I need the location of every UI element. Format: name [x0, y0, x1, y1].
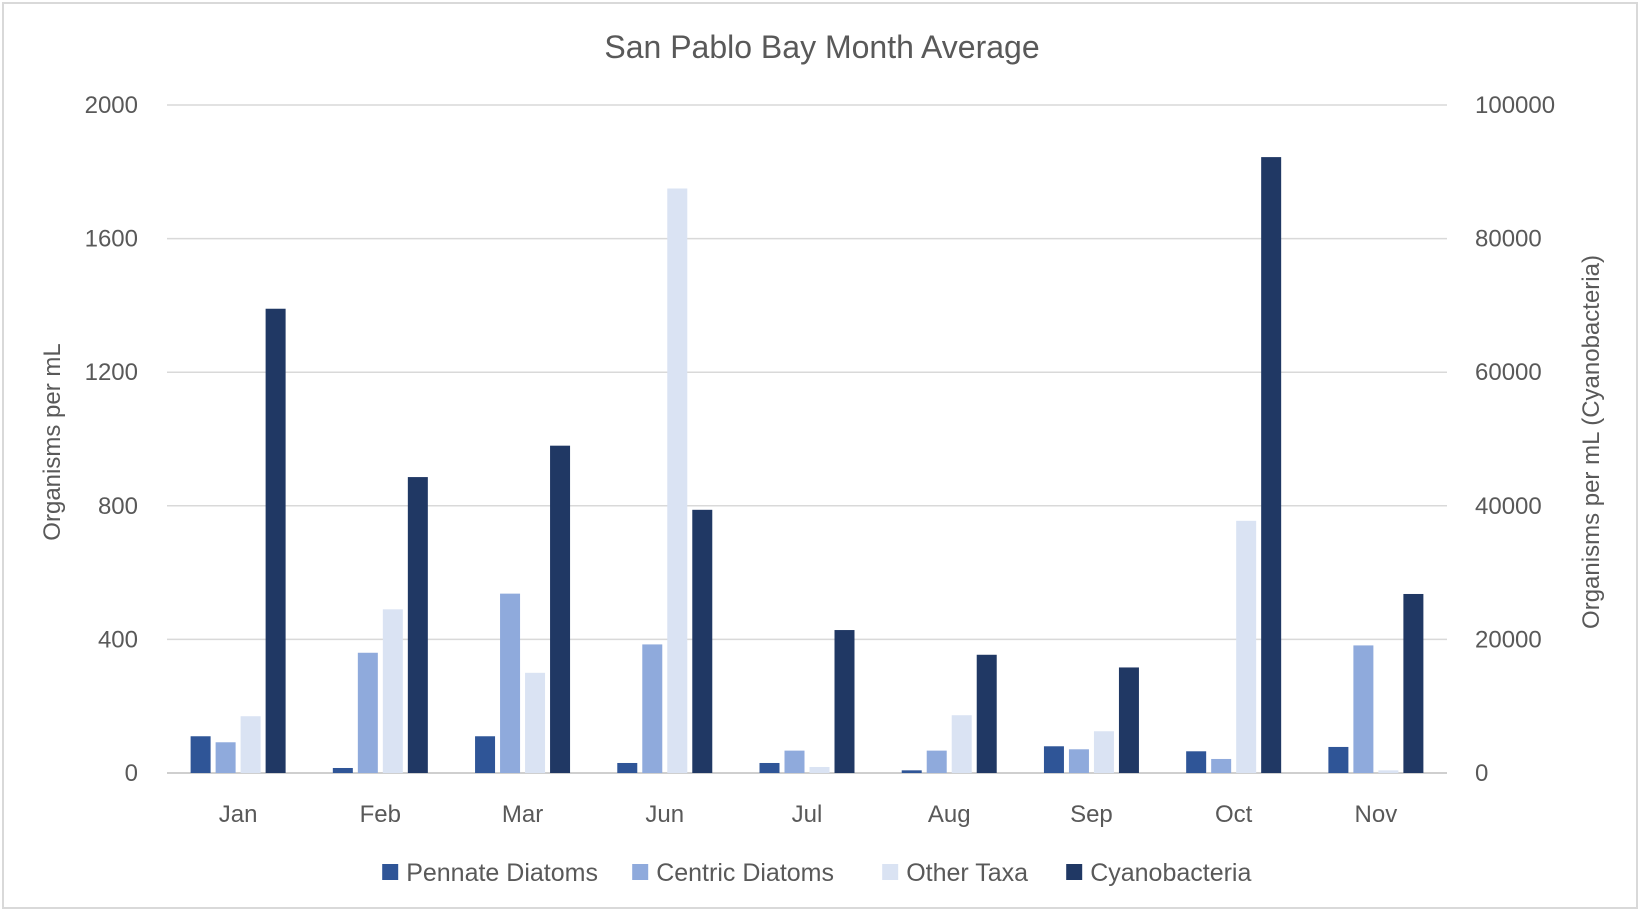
- legend-swatch: [382, 864, 399, 880]
- bar-centric-diatoms: [1211, 758, 1232, 773]
- bar-centric-diatoms: [926, 750, 947, 773]
- legend-swatch: [882, 864, 899, 880]
- bar-centric-diatoms: [1353, 645, 1374, 773]
- y-tick-label: 2000: [85, 92, 138, 119]
- y-tick-label: 1200: [85, 359, 138, 386]
- x-tick-label: Aug: [928, 801, 971, 828]
- bar-other-taxa: [951, 715, 972, 773]
- tick-labels: 0400800120016002000020000400006000080000…: [85, 92, 1555, 828]
- bar-other-taxa: [667, 188, 688, 773]
- y-tick-label: 400: [98, 626, 138, 653]
- bar-cyanobacteria: [265, 308, 286, 773]
- bar-other-taxa: [240, 716, 261, 773]
- bar-pennate-diatoms: [759, 762, 780, 773]
- bars: [190, 157, 1424, 773]
- bar-pennate-diatoms: [1186, 751, 1207, 773]
- y2-tick-label: 0: [1475, 760, 1488, 787]
- y2-tick-label: 40000: [1475, 493, 1542, 520]
- bar-centric-diatoms: [642, 644, 663, 773]
- bar-centric-diatoms: [215, 742, 236, 773]
- bar-pennate-diatoms: [475, 736, 496, 773]
- y2-tick-label: 100000: [1475, 92, 1555, 119]
- y-tick-label: 0: [125, 760, 138, 787]
- gridlines: [167, 104, 1447, 774]
- bar-other-taxa: [525, 672, 546, 773]
- x-tick-label: Nov: [1355, 801, 1398, 828]
- bar-pennate-diatoms: [1328, 746, 1349, 773]
- y-tick-label: 800: [98, 493, 138, 520]
- y-tick-label: 1600: [85, 226, 138, 253]
- bar-centric-diatoms: [500, 593, 521, 773]
- legend-label: Pennate Diatoms: [406, 859, 598, 887]
- bar-other-taxa: [809, 766, 830, 773]
- x-tick-label: Feb: [360, 801, 401, 828]
- bar-cyanobacteria: [1403, 593, 1424, 773]
- bar-pennate-diatoms: [901, 770, 922, 773]
- bar-pennate-diatoms: [332, 767, 353, 773]
- bar-other-taxa: [1236, 520, 1257, 773]
- bar-centric-diatoms: [1068, 749, 1089, 773]
- bar-cyanobacteria: [1118, 667, 1139, 773]
- legend: Pennate Diatoms Centric Diatoms Other Taxa…: [382, 859, 1252, 887]
- y2-axis-label: Organisms per mL (Cyanobacteria): [1578, 255, 1605, 629]
- y2-tick-label: 60000: [1475, 359, 1542, 386]
- y2-tick-label: 20000: [1475, 626, 1542, 653]
- x-tick-label: Jul: [792, 801, 823, 828]
- legend-label: Centric Diatoms: [656, 859, 834, 887]
- bar-cyanobacteria: [550, 445, 571, 773]
- bar-other-taxa: [382, 609, 403, 773]
- x-tick-label: Jun: [645, 801, 684, 828]
- legend-label: Other Taxa: [906, 859, 1028, 887]
- bar-other-taxa: [1093, 731, 1114, 773]
- legend-swatch: [632, 864, 649, 880]
- bar-pennate-diatoms: [190, 736, 211, 773]
- bar-pennate-diatoms: [617, 762, 638, 773]
- bar-cyanobacteria: [1261, 157, 1282, 773]
- chart-title: San Pablo Bay Month Average: [604, 29, 1039, 65]
- y2-tick-label: 80000: [1475, 226, 1542, 253]
- x-tick-label: Mar: [502, 801, 543, 828]
- bar-other-taxa: [1378, 770, 1399, 773]
- bar-cyanobacteria: [976, 654, 997, 773]
- bar-cyanobacteria: [692, 509, 713, 773]
- legend-label: Cyanobacteria: [1090, 859, 1251, 887]
- legend-swatch: [1066, 864, 1083, 880]
- y-axis-label: Organisms per mL: [39, 343, 66, 540]
- bar-cyanobacteria: [834, 630, 855, 773]
- bar-centric-diatoms: [784, 750, 805, 773]
- x-tick-label: Oct: [1215, 801, 1253, 828]
- bar-cyanobacteria: [407, 477, 428, 773]
- bar-centric-diatoms: [357, 652, 378, 773]
- x-tick-label: Jan: [219, 801, 258, 828]
- bar-pennate-diatoms: [1043, 746, 1064, 773]
- x-tick-label: Sep: [1070, 801, 1113, 828]
